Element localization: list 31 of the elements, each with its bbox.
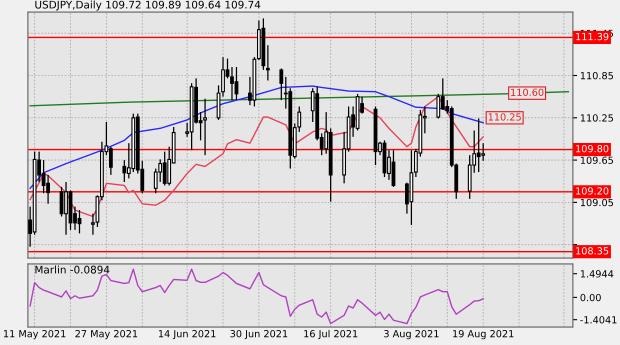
candlestick: [91, 213, 95, 236]
y-tick-label: 1.4944: [580, 270, 614, 278]
y-tick-label: 109.05: [580, 198, 613, 206]
x-tick-label: 3 Aug 2021: [384, 330, 439, 340]
x-tick-label: 16 Jul 2021: [304, 330, 358, 340]
candlestick: [436, 93, 440, 120]
x-tick-label: 27 May 2021: [75, 330, 138, 340]
candlestick: [122, 159, 126, 183]
candlestick: [162, 151, 167, 186]
ref-line-label: 108.35: [576, 247, 608, 255]
chart-title: USDJPY,Daily 109.72 109.89 109.64 109.74: [35, 0, 260, 11]
ref-line-label: 109.80: [576, 144, 608, 152]
candlestick: [279, 68, 284, 101]
x-tick-label: 19 Aug 2021: [453, 330, 514, 340]
x-tick-label: 30 Jun 2021: [230, 330, 288, 340]
annotation: 110.25: [488, 113, 521, 121]
x-tick-label: 11 May 2021: [4, 330, 66, 340]
candlestick: [108, 146, 113, 176]
x-tick-label: 14 Jun 2021: [158, 330, 216, 340]
candlestick: [476, 118, 481, 173]
ref-line-label: 109.20: [576, 187, 608, 195]
y-tick-label: 110.25: [580, 114, 613, 122]
line-series: [29, 96, 484, 218]
y-tick-label: -1.4041: [580, 316, 616, 324]
annotation: 110.60: [511, 88, 544, 96]
y-tick-label: 110.85: [580, 72, 613, 80]
line-series: [29, 85, 484, 189]
y-tick-label: 109.65: [580, 156, 613, 164]
chart-title: Marlin -0.0894: [35, 266, 110, 274]
candlestick: [481, 142, 486, 162]
y-tick-label: 0.00: [580, 294, 601, 302]
